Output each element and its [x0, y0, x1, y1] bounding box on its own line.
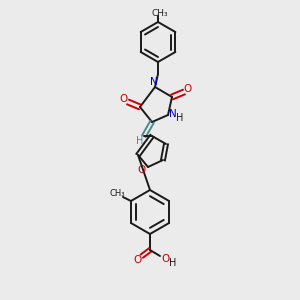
- Text: O: O: [184, 84, 192, 94]
- Text: O: O: [134, 255, 142, 265]
- Text: H: H: [136, 136, 144, 146]
- Text: H: H: [169, 258, 177, 268]
- Text: H: H: [176, 113, 184, 123]
- Text: O: O: [162, 254, 170, 264]
- Text: CH₃: CH₃: [152, 10, 168, 19]
- Text: N: N: [150, 77, 158, 87]
- Text: CH₃: CH₃: [109, 188, 125, 197]
- Text: O: O: [120, 94, 128, 104]
- Text: O: O: [137, 165, 145, 175]
- Text: N: N: [169, 109, 177, 119]
